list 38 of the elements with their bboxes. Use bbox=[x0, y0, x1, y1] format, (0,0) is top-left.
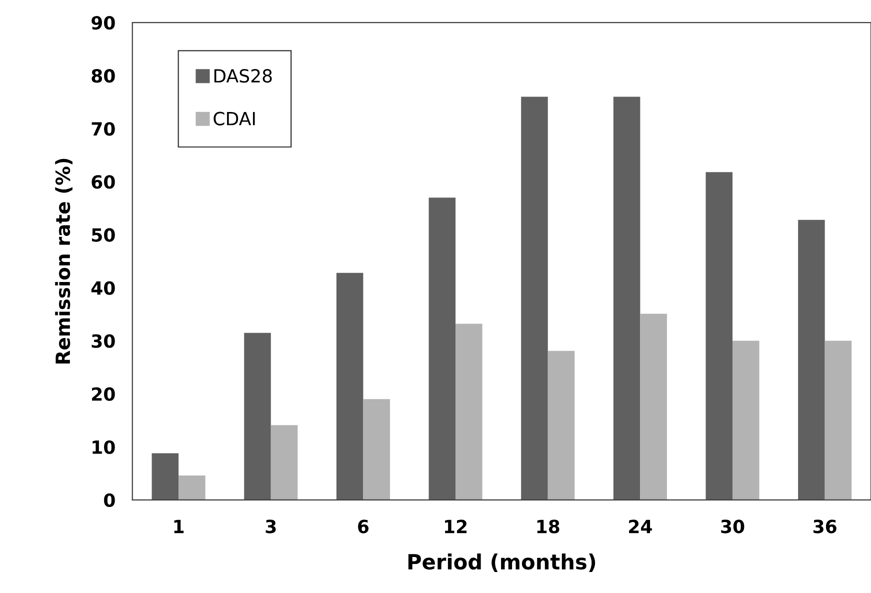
x-tick-label: 6 bbox=[358, 520, 369, 534]
bar bbox=[363, 399, 390, 500]
x-tick-label: 18 bbox=[537, 520, 560, 534]
y-tick-label: 50 bbox=[92, 228, 115, 242]
bar bbox=[706, 172, 733, 500]
bar bbox=[548, 350, 575, 500]
y-tick-label: 30 bbox=[92, 334, 115, 348]
y-tick-label: 80 bbox=[92, 69, 115, 83]
y-tick-label: 40 bbox=[91, 281, 115, 295]
bar bbox=[613, 96, 640, 500]
bar bbox=[732, 340, 760, 500]
y-tick-label: 70 bbox=[92, 122, 115, 136]
bar bbox=[270, 425, 298, 500]
y-tick-label: 10 bbox=[92, 440, 115, 454]
bar bbox=[640, 314, 667, 500]
y-axis-title: Remission rate (%) bbox=[55, 158, 72, 364]
x-tick-label: 3 bbox=[266, 520, 276, 534]
bar bbox=[244, 332, 271, 500]
bar bbox=[178, 476, 206, 500]
y-tick-label: 0 bbox=[104, 493, 115, 508]
bar bbox=[336, 272, 364, 500]
x-axis-title: Period (months) bbox=[408, 553, 596, 572]
y-tick-label: 60 bbox=[92, 175, 115, 189]
legend-label: DAS28 bbox=[214, 69, 272, 83]
bar bbox=[152, 453, 179, 500]
y-tick-label: 90 bbox=[92, 16, 115, 30]
x-tick-label: 24 bbox=[629, 520, 652, 534]
legend-label: CDAI bbox=[214, 112, 255, 126]
bar bbox=[798, 220, 825, 500]
bar bbox=[428, 198, 456, 500]
bar bbox=[521, 96, 548, 500]
x-tick-label: 1 bbox=[174, 520, 184, 534]
bar bbox=[456, 324, 482, 500]
bar bbox=[824, 340, 852, 500]
x-tick-label: 12 bbox=[445, 520, 467, 534]
x-tick-label: 30 bbox=[721, 520, 744, 534]
x-tick-label: 36 bbox=[813, 520, 836, 534]
y-tick-label: 20 bbox=[92, 387, 115, 401]
